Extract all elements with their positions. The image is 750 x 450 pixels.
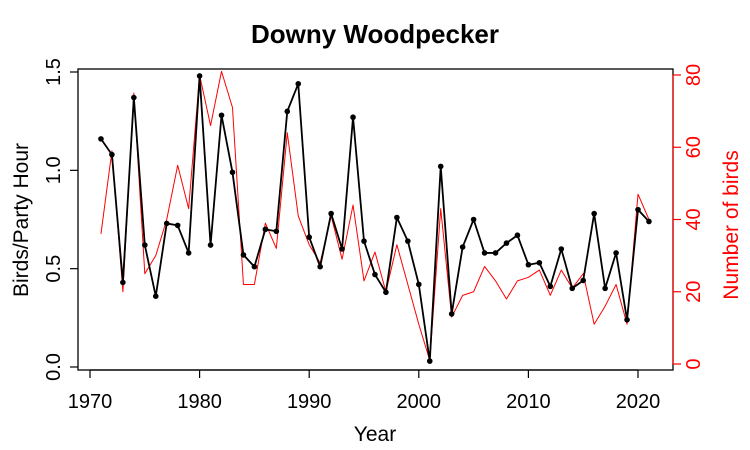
data-point	[262, 226, 269, 233]
data-point	[185, 250, 192, 256]
data-point	[350, 114, 356, 121]
series-layer	[98, 70, 652, 364]
y-tick-label-left: 1.5	[43, 58, 65, 86]
series-line-birds-per-party-hour	[100, 75, 650, 363]
data-point	[580, 277, 586, 284]
y-tick-label-left: 1.0	[43, 156, 65, 184]
data-point	[229, 169, 236, 176]
y-axis-right: 0 20 40 60 80	[672, 64, 705, 370]
data-point	[613, 250, 619, 256]
y-axis-label-left: Birds/Party Hour	[10, 143, 33, 297]
data-point	[328, 210, 334, 217]
x-tick-label: 2010	[506, 391, 551, 413]
data-point	[131, 94, 137, 101]
data-point	[602, 285, 608, 292]
data-point	[448, 311, 455, 317]
data-point	[218, 112, 225, 119]
data-point	[295, 81, 302, 87]
data-point	[207, 242, 214, 248]
data-point	[372, 271, 378, 278]
y-tick-label-right: 40	[683, 208, 705, 230]
data-point	[317, 263, 323, 270]
y-tick-label-left: 0.0	[43, 353, 65, 381]
x-tick-label: 1990	[287, 391, 332, 413]
data-point	[240, 252, 247, 258]
y-tick-label-left: 0.5	[43, 255, 65, 283]
data-point	[558, 246, 565, 252]
data-point	[273, 228, 280, 235]
data-point	[361, 238, 367, 244]
data-point	[174, 222, 181, 229]
data-point	[503, 240, 510, 246]
x-tick-label: 2000	[397, 391, 442, 413]
y-axis-label-right: Number of birds	[720, 150, 743, 299]
data-point	[525, 261, 532, 268]
data-point	[437, 163, 444, 170]
data-point	[306, 234, 313, 240]
data-point	[405, 238, 411, 244]
y-tick-label-right: 0	[683, 358, 705, 369]
data-point	[569, 285, 576, 292]
y-tick-label-right: 20	[683, 281, 705, 303]
data-point	[481, 250, 488, 256]
y-tick-label-right: 60	[683, 136, 705, 158]
data-point	[547, 283, 554, 290]
data-point	[142, 242, 148, 248]
data-point	[514, 232, 521, 239]
data-point	[459, 244, 466, 250]
chart-title: Downy Woodpecker	[251, 19, 499, 49]
data-point	[591, 210, 597, 217]
x-tick-label: 2020	[616, 391, 661, 413]
x-axis-label: Year	[354, 423, 396, 446]
series-line-number-of-birds	[100, 70, 650, 361]
data-point	[383, 289, 389, 296]
data-point	[152, 293, 159, 300]
data-point	[196, 73, 203, 79]
data-point	[426, 358, 433, 364]
data-point	[394, 214, 400, 221]
data-point	[646, 218, 652, 225]
data-point	[251, 263, 258, 270]
data-point	[416, 281, 422, 288]
data-point	[470, 216, 477, 223]
data-point	[284, 108, 291, 115]
data-point	[536, 259, 543, 266]
data-point	[120, 279, 126, 286]
y-axis-left: 0.0 0.5 1.0 1.5	[43, 58, 78, 381]
data-point	[635, 206, 641, 213]
data-point	[109, 151, 115, 158]
data-point	[624, 317, 630, 323]
data-point	[339, 246, 345, 252]
data-point	[492, 250, 499, 256]
data-point	[98, 136, 104, 142]
x-tick-label: 1980	[177, 391, 222, 413]
x-tick-label: 1970	[68, 391, 113, 413]
x-axis: 1970 1980 1990 2000 2010 2020	[68, 369, 661, 413]
plot-area	[77, 68, 674, 371]
y-tick-label-right: 80	[683, 64, 705, 86]
data-point	[163, 220, 170, 227]
